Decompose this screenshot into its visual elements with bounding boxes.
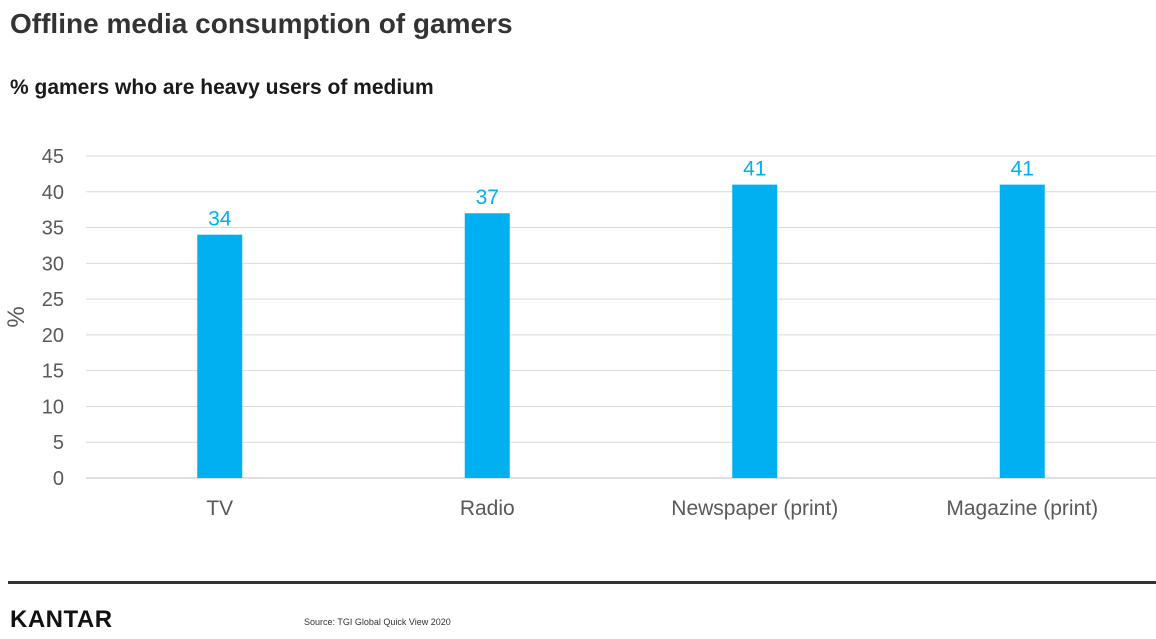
y-tick-label: 35 — [42, 218, 64, 240]
y-tick-label: 0 — [53, 468, 64, 490]
data-labels: 34 37 41 41 — [208, 158, 1034, 231]
bar — [732, 184, 778, 478]
y-tick-label: 10 — [42, 396, 64, 418]
chart-title: Offline media consumption of gamers — [10, 8, 513, 39]
x-category-label: Magazine (print) — [946, 497, 1098, 520]
x-category-label: TV — [206, 497, 233, 520]
y-tick-label: 15 — [42, 361, 64, 383]
x-category-label: Radio — [460, 497, 515, 520]
x-axis-categories: TV Radio Newspaper (print) Magazine (print) — [206, 497, 1098, 520]
y-tick-label: 5 — [53, 432, 64, 454]
y-axis-ticks: 0 5 10 15 20 25 30 35 40 45 — [42, 146, 64, 490]
y-axis-label: % — [3, 306, 30, 327]
bar — [197, 234, 243, 478]
data-label: 41 — [1011, 158, 1034, 181]
bar — [999, 184, 1045, 478]
x-category-label: Newspaper (print) — [671, 497, 838, 520]
y-tick-label: 45 — [42, 146, 64, 168]
footer-divider — [8, 581, 1156, 584]
y-tick-label: 30 — [42, 253, 64, 275]
data-label: 41 — [743, 158, 766, 181]
kantar-logo: KANTAR — [10, 606, 113, 633]
y-tick-label: 20 — [42, 325, 64, 347]
gridlines — [86, 155, 1156, 479]
source-note: Source: TGI Global Quick View 2020 — [304, 617, 451, 627]
y-tick-label: 25 — [42, 289, 64, 311]
data-label: 37 — [476, 186, 499, 209]
data-label: 34 — [208, 208, 232, 231]
chart-subtitle: % gamers who are heavy users of medium — [10, 76, 434, 99]
bars — [197, 184, 1045, 478]
bar — [464, 213, 510, 478]
bar-chart: 0 5 10 15 20 25 30 35 40 45 34 37 41 41 TV Radio Newsp… — [3, 146, 1156, 520]
y-tick-label: 40 — [42, 182, 64, 204]
